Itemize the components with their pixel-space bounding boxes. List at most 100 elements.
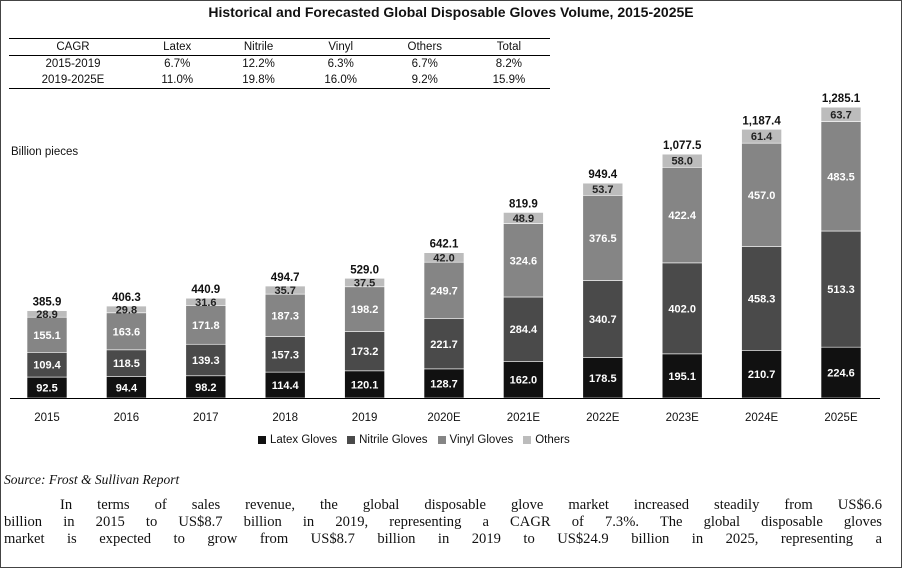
- paragraph-line: billion in 2015 to US$8.7 billion in 201…: [4, 514, 882, 530]
- total-label: 1,285.1: [822, 93, 861, 105]
- table-cell: 12.2%: [242, 58, 275, 70]
- paragraph-line: In terms of sales revenue, the global di…: [60, 497, 882, 513]
- bar-segment: [582, 182, 624, 196]
- table-row: 2019-2025E 11.0% 19.8% 16.0% 9.2% 15.9%: [9, 72, 550, 89]
- data-label: 162.0: [510, 375, 538, 387]
- table-header-cell: CAGR: [56, 41, 90, 53]
- data-label: 31.6: [195, 297, 216, 309]
- table-cell: 15.9%: [492, 74, 526, 86]
- bar-segment: [106, 305, 147, 314]
- table-header-row: CAGR Latex Nitrile Vinyl Others Total: [9, 38, 550, 56]
- data-label: 163.6: [113, 326, 141, 338]
- total-label: 406.3: [112, 292, 141, 304]
- data-label: 48.9: [513, 213, 534, 225]
- data-label: 178.5: [589, 373, 617, 385]
- table-cell: 6.7%: [164, 58, 191, 70]
- legend-swatch-others: [523, 436, 532, 444]
- data-label: 173.2: [351, 346, 379, 358]
- legend-item: Latex Gloves: [258, 434, 337, 446]
- source-note: Source: Frost & Sullivan Report: [4, 472, 180, 487]
- bar-segment: [423, 261, 465, 320]
- data-label: 422.4: [668, 210, 696, 222]
- bar-segment: [503, 212, 544, 224]
- total-label: 1,077.5: [663, 140, 702, 152]
- data-label: 340.7: [589, 314, 617, 326]
- chart-title: Historical and Forecasted Global Disposa…: [208, 4, 694, 20]
- bar-segment: [264, 285, 306, 295]
- total-label: 494.7: [271, 272, 300, 284]
- x-tick-label: 2017: [193, 412, 219, 424]
- bar-segment: [264, 293, 306, 337]
- legend-swatch-vinyl: [437, 436, 446, 444]
- data-label: 198.2: [351, 304, 379, 316]
- data-label: 94.4: [116, 382, 138, 394]
- data-label: 157.3: [271, 349, 299, 361]
- table-cell: 6.7%: [411, 58, 438, 70]
- data-label: 171.8: [192, 320, 220, 332]
- bar-segment: [26, 310, 68, 318]
- data-label: 128.7: [430, 378, 458, 390]
- table-cell: 19.8%: [242, 74, 275, 86]
- bar-segment: [423, 368, 465, 399]
- chart-legend: Latex Gloves Nitrile Gloves Vinyl Gloves…: [258, 434, 570, 446]
- bar-segment: [185, 297, 227, 306]
- x-tick-label: 2019: [352, 412, 378, 424]
- legend-swatch-nitrile: [347, 436, 356, 444]
- legend-label: Nitrile Gloves: [359, 434, 428, 446]
- table-header-cell: Nitrile: [243, 41, 274, 53]
- x-tick-label: 2015: [34, 412, 60, 424]
- table-cell: 8.2%: [495, 58, 522, 70]
- table-cell: 9.2%: [411, 74, 438, 86]
- data-label: 35.7: [274, 285, 295, 297]
- legend-item: Vinyl Gloves: [437, 434, 514, 446]
- bar-segment: [26, 352, 68, 378]
- data-label: 483.5: [827, 171, 855, 183]
- total-label: 642.1: [430, 239, 459, 251]
- bar-segment: [264, 336, 306, 373]
- data-label: 376.5: [589, 233, 617, 245]
- data-label: 402.0: [668, 303, 696, 315]
- table-header-cell: Others: [407, 41, 443, 53]
- bar-segment: [423, 318, 465, 370]
- x-tick-label: 2022E: [586, 412, 620, 424]
- total-label: 385.9: [33, 297, 62, 309]
- bar-segment: [503, 361, 544, 399]
- data-label: 210.7: [748, 369, 776, 381]
- x-tick-label: 2024E: [745, 412, 779, 424]
- table-header-cell: Total: [496, 41, 522, 53]
- data-label: 37.5: [354, 278, 375, 290]
- data-label: 109.4: [33, 360, 61, 372]
- y-axis-label: Billion pieces: [11, 146, 79, 158]
- data-label: 249.7: [430, 285, 458, 297]
- bar-segment: [344, 370, 385, 399]
- data-label: 139.3: [192, 355, 220, 367]
- total-label: 529.0: [350, 264, 379, 276]
- legend-label: Others: [535, 434, 570, 446]
- data-label: 118.5: [113, 358, 140, 370]
- table-cell: 16.0%: [324, 74, 357, 86]
- bar-segment: [820, 346, 862, 399]
- legend-label: Vinyl Gloves: [449, 434, 514, 446]
- x-tick-label: 2016: [114, 412, 140, 424]
- data-label: 29.8: [116, 304, 137, 316]
- total-label: 949.4: [588, 169, 617, 181]
- bar-segment: [344, 331, 385, 372]
- x-tick-label: 2018: [272, 412, 298, 424]
- x-tick-label: 2020E: [427, 412, 461, 424]
- bar-segment: [106, 349, 147, 377]
- legend-swatch-latex: [258, 436, 266, 444]
- data-label: 324.6: [510, 255, 538, 267]
- table-header-cell: Vinyl: [328, 41, 354, 53]
- cagr-table: CAGR Latex Nitrile Vinyl Others Total 20…: [9, 38, 550, 89]
- data-label: 187.3: [271, 310, 299, 322]
- bar-segment: [820, 106, 862, 122]
- table-cell: 2019-2025E: [41, 74, 105, 86]
- bar-segment: [344, 277, 385, 288]
- table-cell: 11.0%: [161, 74, 194, 86]
- bar-segment: [106, 312, 147, 351]
- data-label: 114.4: [272, 380, 300, 392]
- data-label: 98.2: [195, 382, 216, 394]
- data-label: 221.7: [430, 339, 458, 351]
- data-label: 195.1: [668, 371, 696, 383]
- legend-label: Latex Gloves: [270, 434, 338, 446]
